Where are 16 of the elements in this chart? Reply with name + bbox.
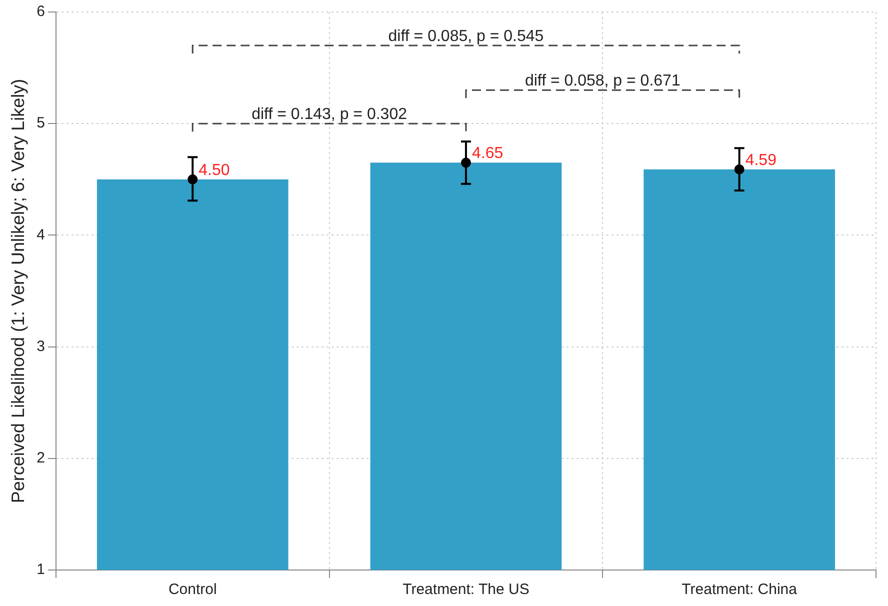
x-tick-label: Treatment: The US: [402, 581, 530, 598]
data-label: 4.59: [745, 152, 777, 169]
annotation: diff = 0.143, p = 0.302: [252, 106, 408, 124]
annotation: diff = 0.085, p = 0.545: [388, 28, 544, 45]
y-tick-label: 4: [36, 226, 45, 244]
y-tick-label: 3: [36, 338, 45, 355]
data-label: 4.50: [198, 162, 230, 179]
x-tick-label: Control: [168, 581, 217, 598]
y-tick-label: 6: [36, 3, 45, 20]
y-tick-label: 2: [36, 450, 45, 467]
annotation: diff = 0.058, p = 0.671: [524, 72, 680, 90]
y-axis-title: Perceived Likelihood (1: Very Unlikely; 6: Very Likely): [8, 78, 28, 504]
y-tick-label: 1: [36, 561, 45, 578]
y-tick-label: 5: [36, 114, 45, 132]
x-tick-label: Treatment: China: [682, 581, 798, 598]
data-label: 4.65: [472, 145, 504, 162]
